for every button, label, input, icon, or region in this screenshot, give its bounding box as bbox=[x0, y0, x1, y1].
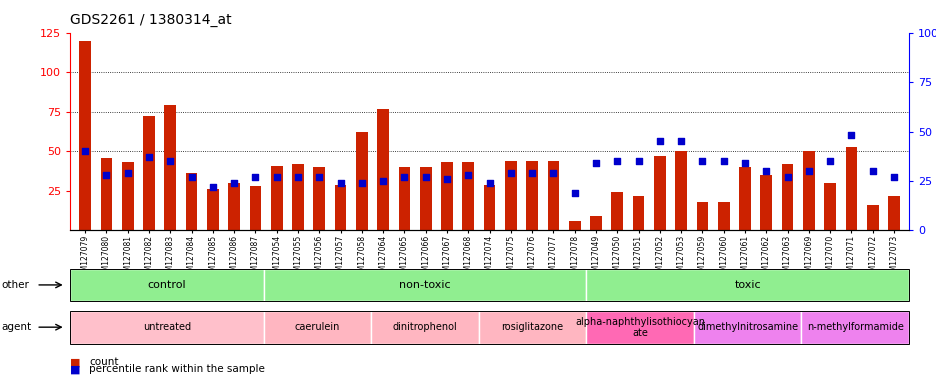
Bar bbox=[377, 109, 388, 230]
Point bbox=[78, 148, 93, 154]
Bar bbox=[526, 161, 537, 230]
Text: other: other bbox=[2, 280, 30, 290]
Text: non-toxic: non-toxic bbox=[399, 280, 450, 290]
Text: ■: ■ bbox=[70, 364, 80, 374]
Point bbox=[503, 170, 518, 176]
Bar bbox=[483, 185, 495, 230]
Point bbox=[673, 138, 688, 144]
Bar bbox=[292, 164, 303, 230]
Bar bbox=[185, 174, 197, 230]
Bar bbox=[568, 221, 580, 230]
Text: control: control bbox=[148, 280, 186, 290]
Text: count: count bbox=[89, 358, 118, 367]
Point bbox=[375, 178, 390, 184]
Point bbox=[843, 132, 858, 139]
Bar bbox=[632, 195, 644, 230]
Point bbox=[822, 158, 837, 164]
Point bbox=[609, 158, 624, 164]
Point bbox=[312, 174, 327, 180]
Point bbox=[332, 180, 347, 186]
Bar bbox=[781, 164, 793, 230]
Point bbox=[695, 158, 709, 164]
Point bbox=[120, 170, 135, 176]
Bar bbox=[760, 175, 771, 230]
Bar bbox=[462, 162, 474, 230]
Bar bbox=[143, 116, 154, 230]
Bar bbox=[844, 147, 856, 230]
Point bbox=[99, 172, 114, 178]
Bar bbox=[314, 167, 325, 230]
Text: ■: ■ bbox=[70, 358, 80, 367]
Point bbox=[651, 138, 666, 144]
Point bbox=[205, 184, 220, 190]
Bar bbox=[419, 167, 431, 230]
Point bbox=[417, 174, 432, 180]
Point bbox=[248, 174, 263, 180]
Point bbox=[183, 174, 198, 180]
Point bbox=[524, 170, 539, 176]
Bar bbox=[717, 202, 729, 230]
Bar bbox=[228, 183, 240, 230]
Bar bbox=[590, 216, 601, 230]
Point bbox=[588, 160, 603, 166]
Text: toxic: toxic bbox=[734, 280, 760, 290]
Bar bbox=[271, 166, 283, 230]
Point bbox=[163, 158, 178, 164]
Point bbox=[715, 158, 730, 164]
Point bbox=[546, 170, 561, 176]
Point bbox=[631, 158, 646, 164]
Point bbox=[397, 174, 412, 180]
Bar bbox=[122, 162, 134, 230]
Bar bbox=[356, 132, 367, 230]
Text: dinitrophenol: dinitrophenol bbox=[392, 322, 457, 333]
Bar bbox=[547, 161, 559, 230]
Bar bbox=[165, 106, 176, 230]
Text: GDS2261 / 1380314_at: GDS2261 / 1380314_at bbox=[70, 13, 231, 27]
Point bbox=[737, 160, 752, 166]
Bar bbox=[398, 167, 410, 230]
Bar bbox=[675, 151, 686, 230]
Text: alpha-naphthylisothiocyan
ate: alpha-naphthylisothiocyan ate bbox=[575, 316, 705, 338]
Text: n-methylformamide: n-methylformamide bbox=[806, 322, 902, 333]
Text: untreated: untreated bbox=[143, 322, 191, 333]
Point bbox=[800, 168, 815, 174]
Point bbox=[141, 154, 156, 160]
Point bbox=[780, 174, 795, 180]
Text: caerulein: caerulein bbox=[295, 322, 340, 333]
Bar bbox=[207, 189, 218, 230]
Point bbox=[290, 174, 305, 180]
Point bbox=[481, 180, 496, 186]
Bar bbox=[611, 192, 622, 230]
Text: percentile rank within the sample: percentile rank within the sample bbox=[89, 364, 265, 374]
Bar bbox=[653, 156, 665, 230]
Point bbox=[269, 174, 284, 180]
Point bbox=[864, 168, 879, 174]
Point bbox=[227, 180, 241, 186]
Point bbox=[758, 168, 773, 174]
Bar bbox=[100, 157, 112, 230]
Point bbox=[461, 172, 475, 178]
Bar bbox=[249, 186, 261, 230]
Bar bbox=[334, 185, 346, 230]
Text: rosiglitazone: rosiglitazone bbox=[501, 322, 563, 333]
Bar bbox=[802, 151, 813, 230]
Bar bbox=[505, 161, 516, 230]
Text: agent: agent bbox=[2, 322, 32, 333]
Bar bbox=[824, 183, 835, 230]
Text: dimethylnitrosamine: dimethylnitrosamine bbox=[696, 322, 797, 333]
Point bbox=[566, 190, 581, 196]
Bar bbox=[695, 202, 708, 230]
Bar bbox=[441, 162, 452, 230]
Bar bbox=[80, 41, 91, 230]
Bar bbox=[887, 195, 899, 230]
Point bbox=[885, 174, 900, 180]
Point bbox=[439, 176, 454, 182]
Bar bbox=[866, 205, 878, 230]
Point bbox=[354, 180, 369, 186]
Bar bbox=[739, 167, 750, 230]
